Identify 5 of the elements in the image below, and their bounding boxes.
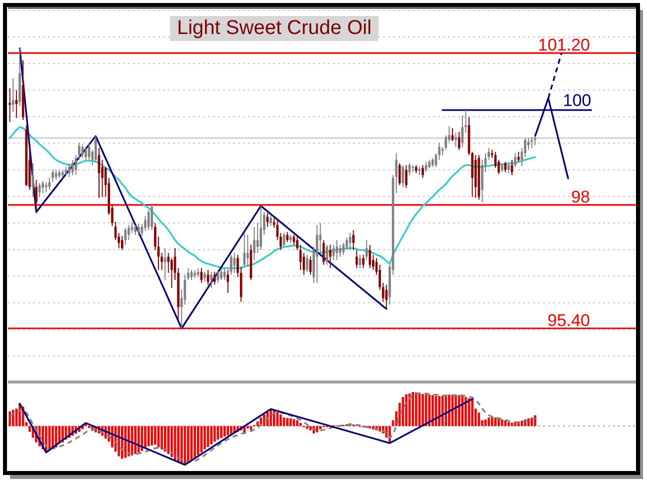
ref-line-label: 98 — [571, 187, 590, 206]
ref-line-label: 101.20 — [538, 36, 590, 55]
series-label: 100 — [562, 91, 592, 110]
text: Light Sweet Crude Oil — [177, 17, 372, 39]
ref-line-label: 95.40 — [547, 310, 590, 330]
